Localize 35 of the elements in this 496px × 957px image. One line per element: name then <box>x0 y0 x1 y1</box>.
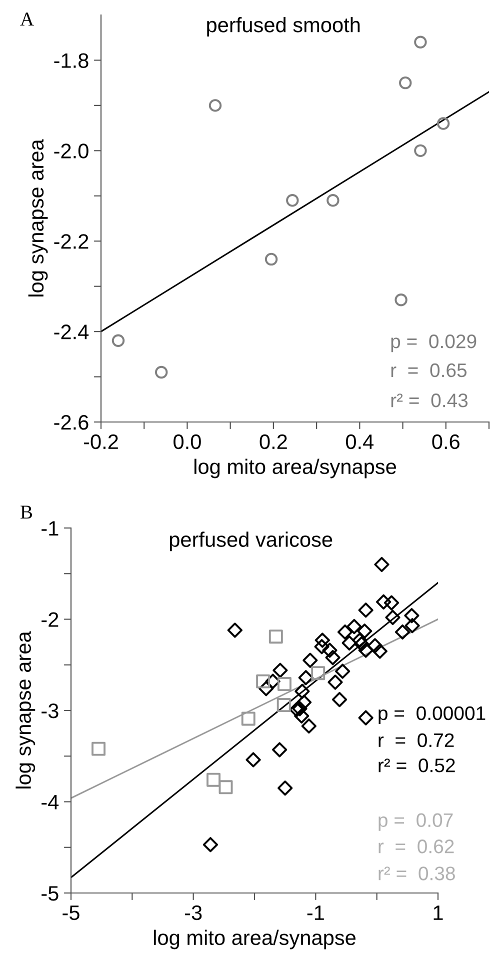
y-tick-label: -2.2 <box>54 234 88 249</box>
y-tick-label: -3 <box>42 704 58 718</box>
y-tick-label: -2.6 <box>54 415 88 430</box>
x-tick-label: 0.6 <box>432 434 460 450</box>
y-axis-title: log synapse area <box>16 631 36 788</box>
y-tick-label: -5 <box>42 886 58 901</box>
annotation: r² = 0.38 <box>378 866 455 880</box>
y-tick-label: -2.0 <box>54 144 88 158</box>
annotation: r = 0.62 <box>378 840 454 854</box>
x-axis-title: log mito area/synapse <box>194 458 396 478</box>
y-tick-label: -1 <box>42 521 58 536</box>
annotation: r = 0.72 <box>378 733 454 748</box>
x-tick-label: 0.4 <box>346 434 374 450</box>
x-tick-label: 0.0 <box>174 434 201 450</box>
text: B <box>20 506 32 519</box>
x-tick-label: 0.2 <box>260 434 287 450</box>
y-tick-label: -1.8 <box>54 53 88 68</box>
chart-title: perfused smooth <box>207 17 360 36</box>
chart-title: perfused varicose <box>170 532 332 552</box>
annotation: r² = 0.52 <box>378 758 455 772</box>
annotation: p = 0.00001 <box>378 706 486 724</box>
x-tick-label: -1 <box>307 906 324 920</box>
y-tick-label: -2 <box>42 612 58 627</box>
annotation: p = 0.07 <box>378 813 453 831</box>
y-tick-label: -2.4 <box>54 324 89 340</box>
x-tick-label: -0.2 <box>84 434 118 450</box>
annotation: p = 0.029 <box>391 334 476 352</box>
x-axis-title: log mito area/synapse <box>154 930 356 950</box>
annotation: r = 0.65 <box>391 363 467 378</box>
x-tick-label: 1 <box>434 906 443 920</box>
y-tick-label: -4 <box>42 794 59 810</box>
x-tick-label: -3 <box>184 905 202 920</box>
annotation: r² = 0.43 <box>391 394 468 408</box>
text: A <box>20 12 34 26</box>
y-axis-title: log synapse area <box>28 139 48 296</box>
